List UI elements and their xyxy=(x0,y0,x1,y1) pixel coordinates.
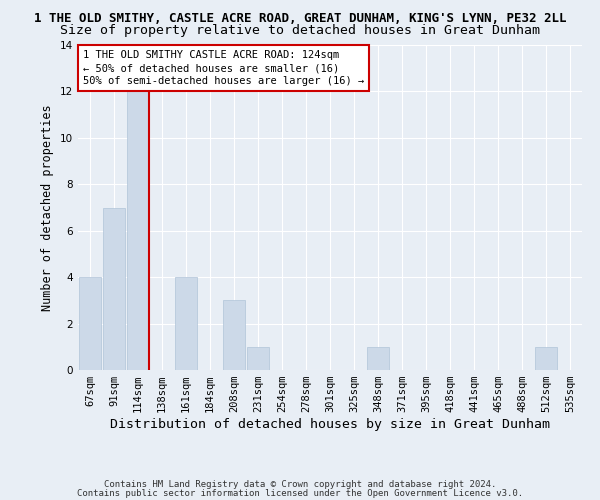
Bar xyxy=(79,277,101,370)
Text: Contains public sector information licensed under the Open Government Licence v3: Contains public sector information licen… xyxy=(77,488,523,498)
Bar xyxy=(103,208,125,370)
Bar xyxy=(223,300,245,370)
Bar xyxy=(535,347,557,370)
Bar xyxy=(247,347,269,370)
Bar xyxy=(367,347,389,370)
Text: 1 THE OLD SMITHY, CASTLE ACRE ROAD, GREAT DUNHAM, KING'S LYNN, PE32 2LL: 1 THE OLD SMITHY, CASTLE ACRE ROAD, GREA… xyxy=(34,12,566,26)
Text: Size of property relative to detached houses in Great Dunham: Size of property relative to detached ho… xyxy=(60,24,540,37)
Bar xyxy=(127,92,149,370)
Text: Contains HM Land Registry data © Crown copyright and database right 2024.: Contains HM Land Registry data © Crown c… xyxy=(104,480,496,489)
Text: 1 THE OLD SMITHY CASTLE ACRE ROAD: 124sqm
← 50% of detached houses are smaller (: 1 THE OLD SMITHY CASTLE ACRE ROAD: 124sq… xyxy=(83,50,364,86)
Y-axis label: Number of detached properties: Number of detached properties xyxy=(41,104,55,311)
Bar xyxy=(175,277,197,370)
X-axis label: Distribution of detached houses by size in Great Dunham: Distribution of detached houses by size … xyxy=(110,418,550,431)
